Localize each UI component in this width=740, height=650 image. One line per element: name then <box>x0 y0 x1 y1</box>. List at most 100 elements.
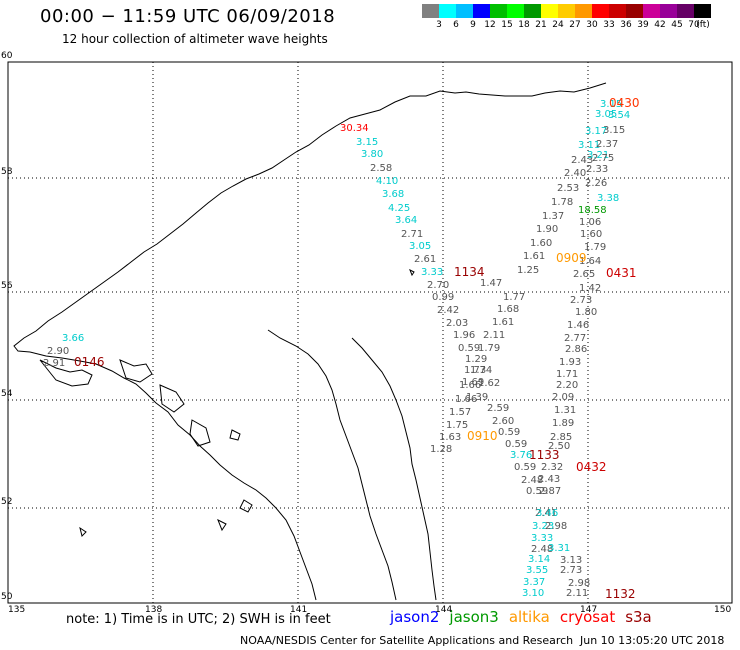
wave-height-value: 2.71 <box>401 229 423 240</box>
latitude-tick-label: 52 <box>1 497 12 507</box>
wave-height-value: 2.73 <box>560 565 582 576</box>
legend-swatch <box>592 4 609 18</box>
longitude-tick-label: 150 <box>714 605 731 615</box>
wave-height-value: 3.15 <box>603 125 625 136</box>
wave-height-value: 1.61 <box>492 317 514 328</box>
wave-height-value: 1.75 <box>446 420 468 431</box>
sakhalin-west <box>267 329 397 601</box>
legend-swatch <box>524 4 541 18</box>
legend-label: (ft) <box>696 20 710 30</box>
pass-time-label: 0146 <box>74 355 105 369</box>
wave-height-value: 1.64 <box>579 256 601 267</box>
legend-label: 45 <box>671 20 683 30</box>
wave-height-value: 1.39 <box>466 392 488 403</box>
wave-height-value: 2.77 <box>564 333 586 344</box>
pass-time-label: 1133 <box>529 448 560 462</box>
wave-height-value: 3.66 <box>62 333 84 344</box>
wave-height-value: 1.96 <box>453 330 475 341</box>
legend-swatch <box>694 4 711 18</box>
wave-height-value: 3.23 <box>532 521 554 532</box>
wave-height-value: 1.78 <box>551 197 573 208</box>
coastline <box>13 82 607 601</box>
wave-height-value: 4.25 <box>388 203 410 214</box>
legend-label: 33 <box>603 20 615 30</box>
wave-height-value: 0.99 <box>432 292 454 303</box>
wave-height-value: 3.10 <box>522 588 544 599</box>
wave-height-value: 2.50 <box>548 441 570 452</box>
wave-height-value: 1.73 <box>464 365 486 376</box>
wave-height-value: 2.42 <box>437 305 459 316</box>
wave-height-value: 3.54 <box>608 110 630 121</box>
wave-height-value: 2.41 <box>535 508 557 519</box>
wave-height-value: 1.74 <box>470 365 492 376</box>
pass-time-label: 0430 <box>609 96 640 110</box>
wave-height-value: 2.40 <box>564 168 586 179</box>
wave-height-value: 2.26 <box>585 178 607 189</box>
wave-height-value: 3.17 <box>585 126 607 137</box>
wave-height-value: 2.20 <box>556 380 578 391</box>
latitude-tick-label: 58 <box>1 167 13 177</box>
wave-height-value: 3.46 <box>536 508 558 519</box>
wave-height-value: 1.68 <box>497 304 519 315</box>
wave-height-value: 2.75 <box>592 153 614 164</box>
longitude-tick-label: 144 <box>435 605 452 615</box>
wave-height-value: 3.05 <box>409 241 431 252</box>
wave-height-value: 3.64 <box>395 215 417 226</box>
legend-swatch <box>507 4 524 18</box>
legend-label: 18 <box>518 20 530 30</box>
satellite-legend-item: altika <box>508 608 550 626</box>
legend-swatch <box>558 4 575 18</box>
credit-line: NOAA/NESDIS Center for Satellite Applica… <box>240 634 574 647</box>
longitude-tick-label: 135 <box>8 605 25 615</box>
wave-height-value: 0.59 <box>514 462 536 473</box>
wave-height-value: 2.11 <box>483 330 505 341</box>
west-coast <box>29 351 317 601</box>
legend-label: 15 <box>501 20 513 30</box>
wave-height-value: 3.14 <box>528 554 550 565</box>
wave-height-value: 3.13 <box>560 555 582 566</box>
wave-height-value: 1.46 <box>567 320 589 331</box>
wave-height-value: 0.59 <box>526 486 548 497</box>
wave-height-value: 2.43 <box>538 474 560 485</box>
wave-height-value: 18.58 <box>578 205 607 216</box>
color-legend: 3 6 9 12 15 18 21 24 27 30 33 36 39 42 45 70 (ft) <box>422 4 711 32</box>
wave-height-value: 2.37 <box>596 139 618 150</box>
satellite-legend-item: jason2 <box>390 608 440 626</box>
axis-labels: 135 138 141 144 147 150 60 58 56 54 52 50 <box>1 51 731 615</box>
satellite-legend-item: cryosat <box>559 608 616 626</box>
wave-height-value: 1.93 <box>559 357 581 368</box>
wave-height-value: 1.60 <box>530 238 552 249</box>
pass-time-label: 0909 <box>556 251 587 265</box>
wave-height-value: 2.33 <box>586 164 608 175</box>
wave-height-value: 1.31 <box>554 405 576 416</box>
wave-height-value: 0.59 <box>505 439 527 450</box>
wave-height-value: 1.25 <box>517 265 539 276</box>
wave-height-value: 1.42 <box>579 283 601 294</box>
wave-height-value: 1.71 <box>556 369 578 380</box>
wave-height-value: 2.73 <box>570 295 592 306</box>
wave-height-value: 1.79 <box>478 343 500 354</box>
legend-label: 70 <box>688 20 700 30</box>
wave-height-value: 2.58 <box>370 163 392 174</box>
wave-height-value: 2.32 <box>541 462 563 473</box>
legend-swatch <box>456 4 473 18</box>
sakhalin-east <box>351 337 437 601</box>
pass-time-label: 1132 <box>605 587 636 601</box>
generation-timestamp: Jun 10 13:05:20 UTC 2018 <box>580 634 725 647</box>
small-islands <box>79 268 415 537</box>
wave-height-value: 3.33 <box>531 533 553 544</box>
wave-height-value: 2.11 <box>566 588 588 599</box>
wave-height-value: 2.70 <box>427 280 449 291</box>
legend-label: 24 <box>552 20 564 30</box>
wave-height-value: 2.86 <box>565 344 587 355</box>
legend-label: 27 <box>569 20 581 30</box>
latitude-tick-label: 50 <box>1 592 13 602</box>
wave-height-value: 1.62 <box>478 378 500 389</box>
wave-height-value: 2.61 <box>414 254 436 265</box>
wave-height-value: 3.68 <box>382 189 404 200</box>
footnote: note: 1) Time is in UTC; 2) SWH is in fe… <box>66 612 331 627</box>
legend-label: 6 <box>453 20 459 30</box>
legend-swatches <box>422 4 711 18</box>
wave-height-value: 1.63 <box>439 432 461 443</box>
legend-label: 39 <box>637 20 649 30</box>
